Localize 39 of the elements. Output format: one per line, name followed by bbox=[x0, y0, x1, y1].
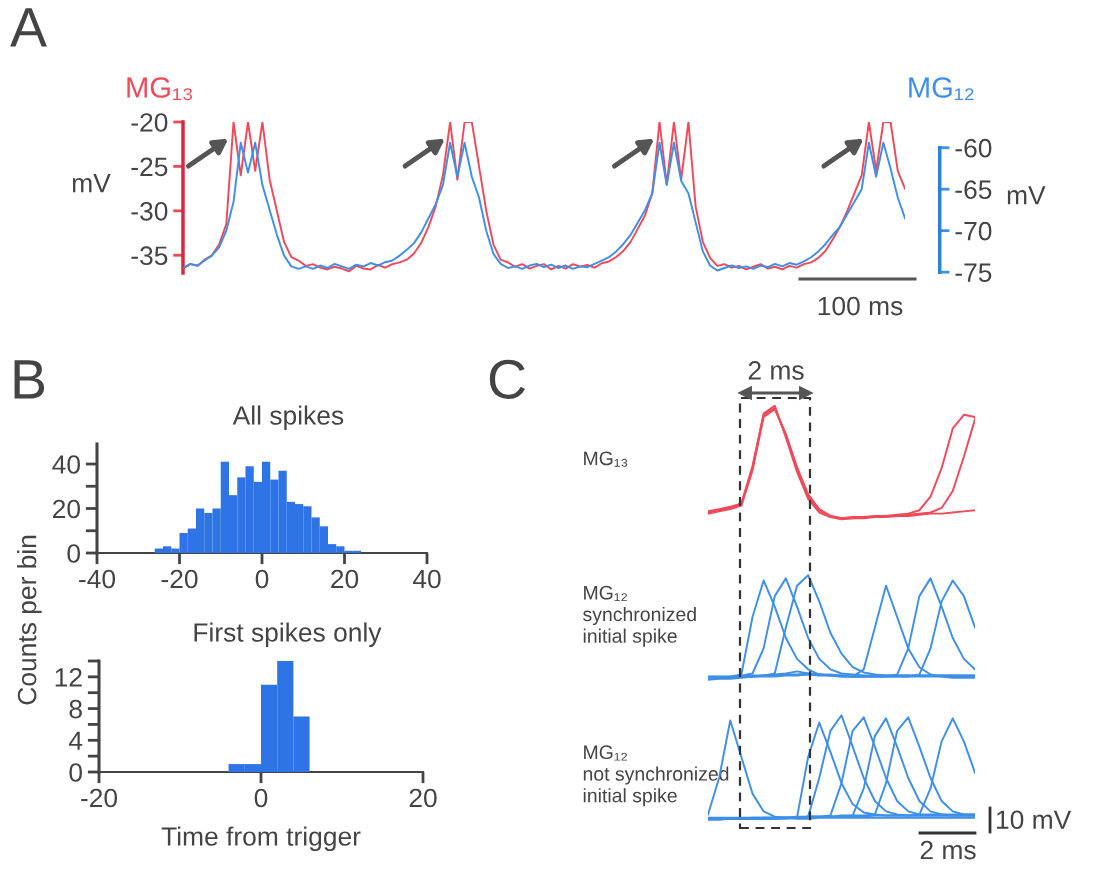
x-tick-label: 0 bbox=[255, 569, 269, 589]
y-axis-title: mV bbox=[72, 174, 111, 193]
text: 2 ms bbox=[748, 361, 804, 380]
y-tick-label: 40 bbox=[52, 455, 80, 474]
text: B bbox=[14, 360, 45, 399]
x-tick-label: -40 bbox=[79, 569, 116, 589]
y-tick-label: 0 bbox=[69, 763, 82, 782]
y-tick-label: 0 bbox=[67, 544, 80, 563]
chart-title: First spikes only bbox=[194, 622, 382, 648]
y-axis-title: MG₁₃ bbox=[584, 451, 628, 467]
x-tick-label: 40 bbox=[412, 569, 441, 589]
y2-tick-label: -60 bbox=[955, 138, 992, 158]
y-tick-label: 4 bbox=[68, 731, 83, 750]
y2-tick-label: -65 bbox=[955, 180, 992, 200]
y2-axis-title: mV bbox=[1007, 186, 1046, 205]
y-tick-label: 8 bbox=[69, 699, 82, 719]
x-axis-title: Time from trigger bbox=[161, 826, 361, 852]
x-tick-label: 0 bbox=[254, 788, 268, 808]
y2-tick-label: -70 bbox=[955, 221, 992, 241]
series-label: MG₁₂ bbox=[909, 77, 974, 101]
y2-tick-label: -75 bbox=[955, 263, 992, 282]
y-tick-label: -25 bbox=[131, 157, 168, 177]
y-tick-label: -20 bbox=[131, 113, 168, 132]
text: 10 mV bbox=[997, 810, 1072, 830]
x-tick-label: 20 bbox=[409, 788, 437, 808]
y-tick-label: -35 bbox=[131, 246, 168, 266]
y-axis-title: MG₁₂ synchronized initial spike bbox=[583, 585, 696, 647]
x-tick-label: 20 bbox=[331, 569, 359, 589]
x-tick-label: -20 bbox=[161, 569, 198, 589]
y-axis-title: Counts per bin bbox=[17, 535, 42, 705]
text: 2 ms bbox=[920, 840, 976, 860]
y-tick-label: 12 bbox=[55, 667, 82, 687]
y-tick-label: -30 bbox=[131, 201, 168, 221]
chart-title: All spikes bbox=[232, 405, 344, 431]
text: A bbox=[10, 8, 47, 47]
text: C bbox=[489, 359, 525, 400]
y-tick-label: 20 bbox=[53, 499, 80, 519]
series-label: MG₁₃ bbox=[127, 77, 193, 101]
text: 100 ms bbox=[818, 296, 903, 316]
